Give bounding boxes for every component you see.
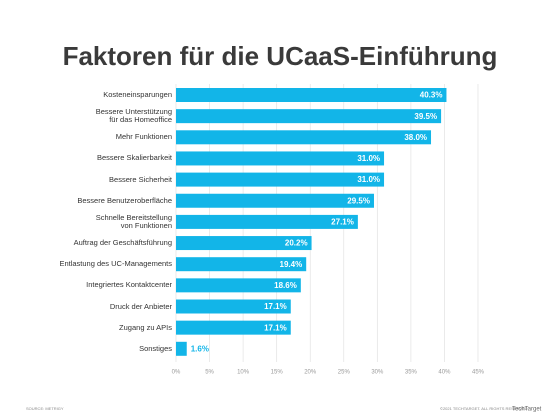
value-label: 29.5%: [347, 196, 370, 205]
value-label: 40.3%: [420, 91, 443, 100]
bar: [176, 341, 187, 356]
bar: [176, 214, 358, 229]
value-label: 19.4%: [280, 260, 303, 269]
value-label: 31.0%: [357, 175, 380, 184]
x-tick-label: 25%: [338, 370, 351, 376]
category-label: Integriertes Kontaktcenter: [86, 280, 172, 290]
chart-title: Faktoren für die UCaaS-Einführung: [63, 41, 498, 71]
bar: [176, 299, 291, 314]
value-label: 31.0%: [357, 154, 380, 163]
category-label: Schnelle Bereitstellung von Funktionen: [95, 212, 172, 230]
value-label: 17.1%: [264, 302, 287, 311]
bar: [176, 320, 291, 335]
logo: TechTarget: [512, 407, 542, 413]
bar: [176, 278, 301, 293]
value-label: 27.1%: [331, 218, 354, 227]
x-tick-label: 0%: [172, 370, 181, 376]
value-label: 39.5%: [414, 112, 437, 121]
bar: [176, 88, 447, 102]
bar: [176, 130, 432, 145]
bar: [176, 151, 385, 166]
source: SOURCE: METRIGY: [26, 406, 64, 411]
value-label: 38.0%: [404, 133, 427, 142]
category-label: Bessere Skalierbarkeit: [96, 153, 172, 163]
category-label: Kosteneinsparungen: [103, 90, 172, 99]
x-tick-label: 10%: [237, 370, 250, 376]
bar: [176, 236, 312, 251]
category-label: Sonstiges: [139, 343, 172, 353]
copyright: ©2021 TECHTARGET. ALL RIGHTS RESERVED: [440, 406, 528, 411]
x-tick-label: 15%: [271, 370, 284, 376]
category-label: Bessere Benutzeroberfläche: [77, 195, 172, 205]
category-label: Mehr Funktionen: [115, 132, 172, 142]
category-label: Druck der Anbieter: [109, 301, 172, 311]
bar: [176, 257, 307, 272]
x-tick-label: 40%: [438, 370, 451, 376]
value-label: 1.6%: [191, 344, 209, 353]
value-label: 20.2%: [285, 239, 308, 248]
bar: [176, 172, 385, 187]
category-label: Auftrag der Geschäftsführung: [73, 238, 172, 248]
bar: [176, 109, 442, 124]
x-tick-label: 45%: [472, 370, 485, 376]
category-label: Bessere Unterstützung für das Homeoffice: [95, 107, 172, 125]
category-label: Bessere Sicherheit: [109, 174, 172, 184]
category-label: Zugang zu APIs: [119, 322, 172, 332]
value-label: 17.1%: [264, 323, 287, 332]
x-tick-label: 35%: [405, 370, 418, 376]
bar: [176, 193, 374, 208]
x-tick-label: 30%: [371, 370, 384, 376]
x-tick-label: 20%: [304, 370, 317, 376]
category-label: Entlastung des UC-Managements: [59, 259, 172, 269]
x-tick-label: 5%: [205, 370, 214, 376]
value-label: 18.6%: [274, 281, 297, 290]
